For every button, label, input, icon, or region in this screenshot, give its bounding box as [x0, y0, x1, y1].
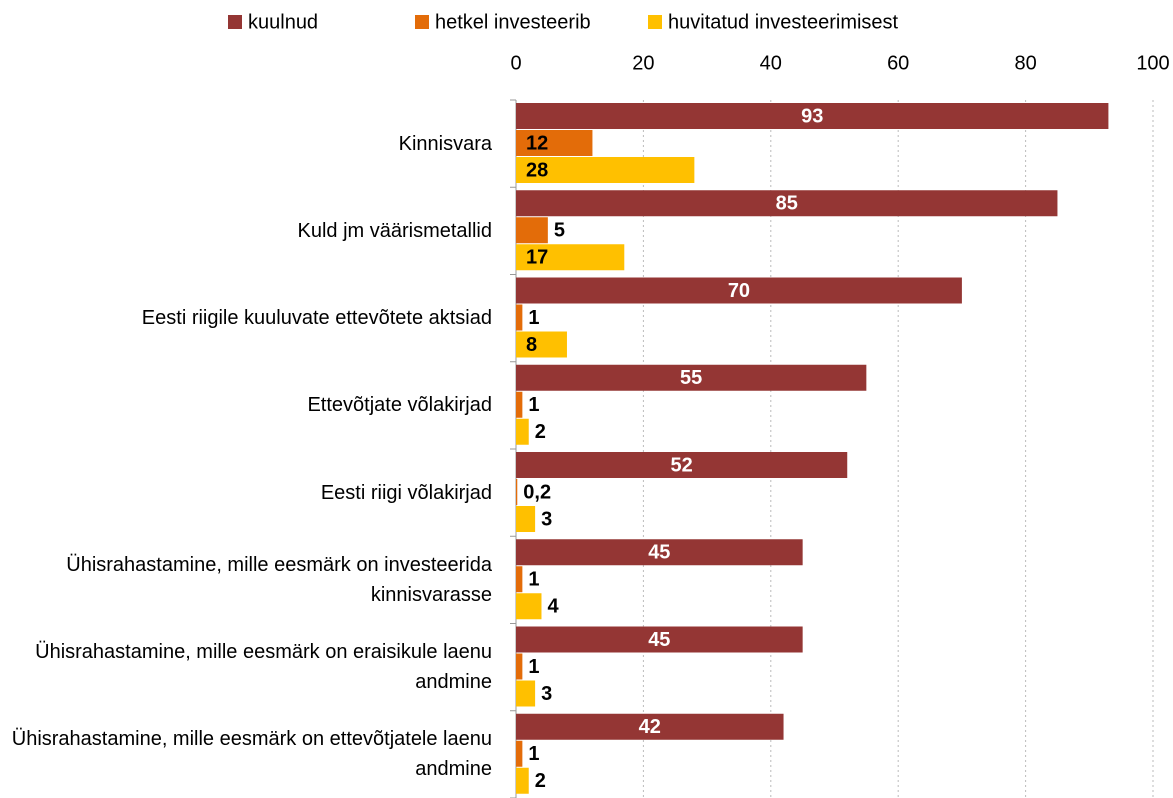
value-label: 55: [680, 367, 702, 389]
value-label: 45: [648, 629, 670, 651]
x-tick-label: 20: [632, 52, 654, 74]
x-tick-label: 40: [760, 52, 782, 74]
category-label: Ühisrahastamine, mille eesmärk on ettevõ…: [11, 728, 492, 781]
bar: [516, 217, 548, 244]
value-label: 28: [526, 159, 548, 181]
x-tick-label: 100: [1136, 52, 1169, 74]
value-label: 1: [528, 656, 539, 678]
bar: [516, 653, 523, 680]
category-label: Eesti riigile kuuluvate ettevõtete aktsi…: [141, 307, 492, 330]
bar: [516, 506, 536, 532]
bar: [516, 277, 962, 304]
category-label: Kuld jm väärismetallid: [297, 219, 492, 242]
x-tick-label: 80: [1014, 52, 1036, 74]
value-label: 1: [528, 743, 539, 765]
legend-swatch: [415, 15, 429, 29]
legend-label: huvitatud investeerimisest: [668, 11, 899, 33]
value-label: 45: [648, 542, 670, 564]
bar: [516, 190, 1058, 217]
bar: [516, 331, 567, 358]
value-label: 5: [554, 220, 565, 242]
value-label: 3: [541, 508, 552, 530]
bar: [516, 593, 542, 620]
bar: [516, 364, 867, 391]
bar: [516, 767, 529, 794]
bar: [516, 304, 523, 331]
legend-label: kuulnud: [248, 11, 318, 33]
bar: [516, 539, 803, 566]
value-label: 2: [535, 421, 546, 443]
category-label: Ühisrahastamine, mille eesmärk on invest…: [66, 553, 492, 606]
bar: [516, 740, 523, 767]
bar: [516, 244, 625, 271]
category-label: Ühisrahastamine, mille eesmärk on eraisi…: [35, 641, 492, 694]
bar: [516, 418, 529, 445]
bar: [516, 713, 784, 740]
value-label: 85: [776, 193, 798, 215]
bar: [516, 103, 1109, 129]
value-label: 17: [526, 247, 548, 269]
bar: [516, 479, 518, 505]
value-label: 3: [541, 683, 552, 705]
bar: [516, 680, 536, 707]
value-label: 1: [528, 307, 539, 329]
category-label: Eesti riigi võlakirjad: [320, 481, 492, 504]
value-label: 42: [639, 716, 661, 738]
category-label: Ettevõtjate võlakirjad: [307, 394, 492, 417]
bar: [516, 566, 523, 593]
value-label: 12: [526, 132, 548, 154]
legend-label: hetkel investeerib: [435, 11, 591, 33]
bar: [516, 452, 848, 478]
bar: [516, 130, 593, 156]
value-label: 1: [528, 394, 539, 416]
value-label: 0,2: [523, 481, 551, 503]
x-tick-label: 60: [887, 52, 909, 74]
value-label: 70: [728, 280, 750, 302]
value-label: 4: [547, 596, 559, 618]
value-label: 93: [801, 105, 823, 127]
category-label: Kinnisvara: [398, 132, 492, 155]
value-label: 2: [535, 770, 546, 792]
legend-swatch: [648, 15, 662, 29]
bar: [516, 626, 803, 653]
value-label: 52: [670, 454, 692, 476]
legend-swatch: [228, 15, 242, 29]
value-label: 1: [528, 569, 539, 591]
bar: [516, 157, 695, 183]
value-label: 8: [526, 334, 537, 356]
x-tick-label: 0: [510, 52, 521, 74]
bar: [516, 391, 523, 418]
